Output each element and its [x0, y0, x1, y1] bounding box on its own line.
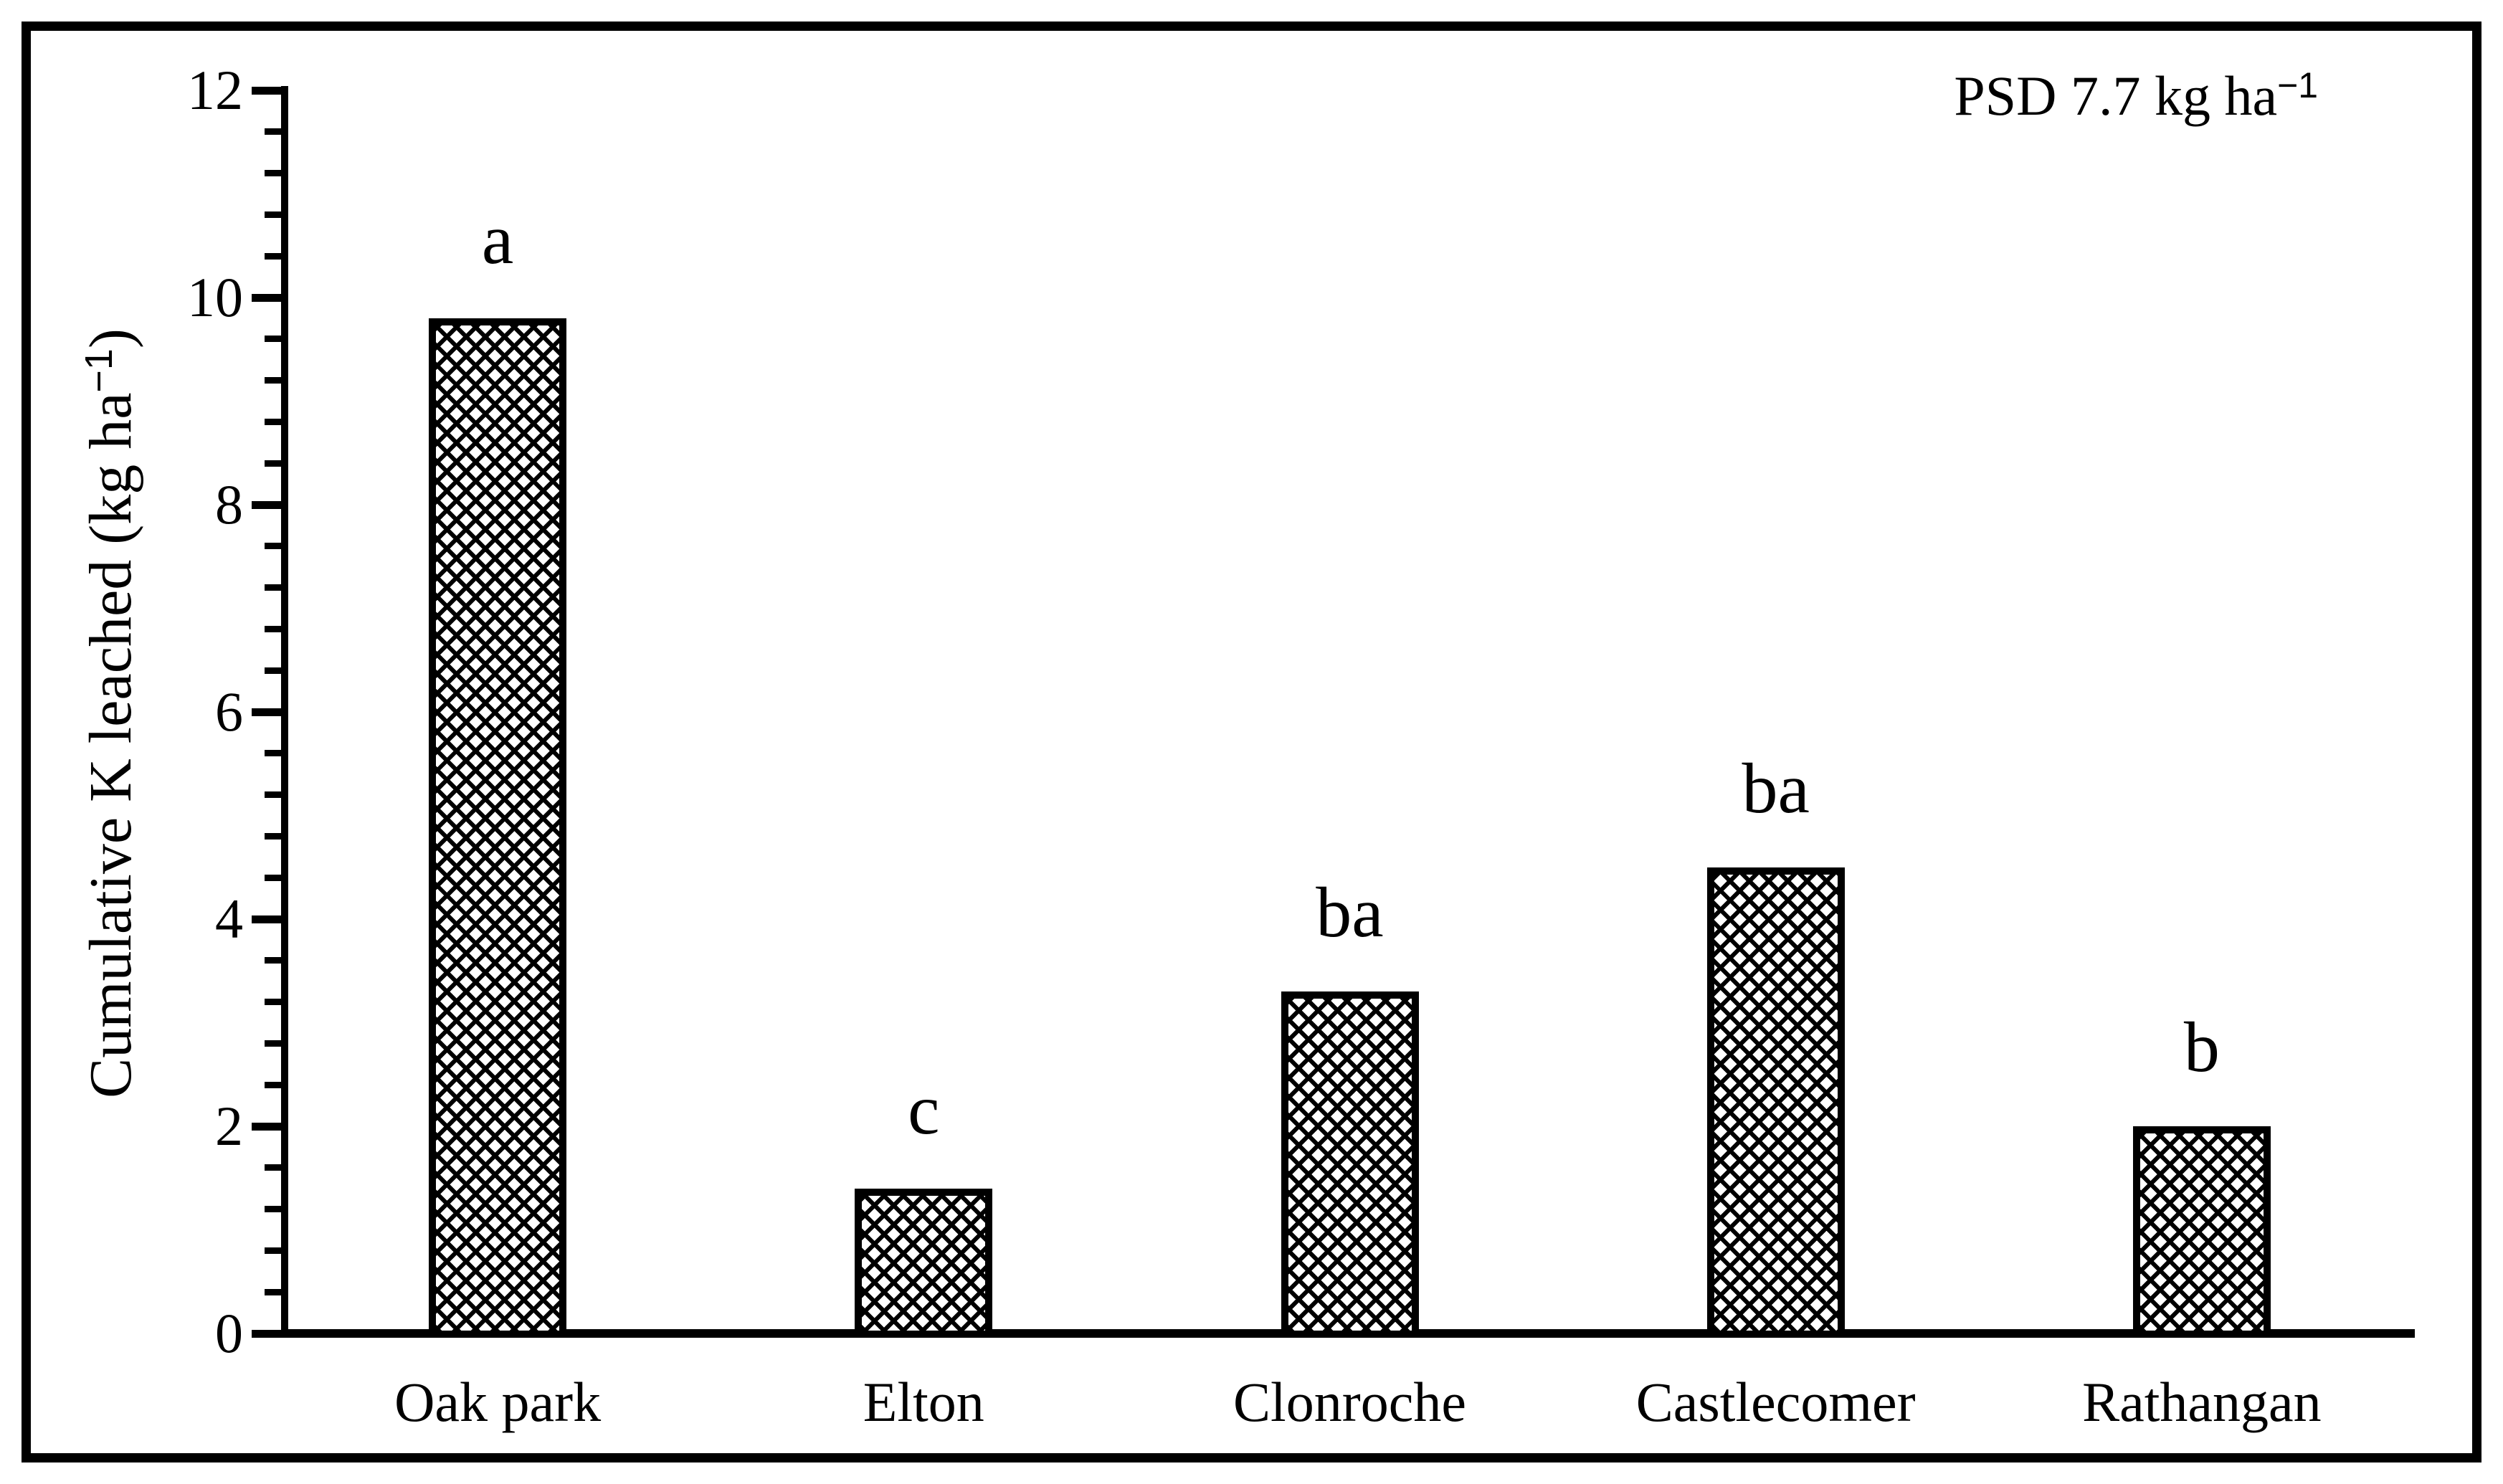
bar-clonroche [1281, 991, 1419, 1338]
y-minor-tick [265, 1081, 285, 1088]
y-tick-label: 2 [215, 1095, 243, 1157]
y-tick-label: 12 [187, 59, 243, 121]
y-minor-tick [265, 999, 285, 1006]
y-minor-tick [265, 211, 285, 218]
bar-oak-park [429, 318, 567, 1338]
psd-annotation: PSD 7.7 kg ha−1 [1954, 63, 2318, 135]
y-tick-label: 4 [215, 888, 243, 950]
y-minor-tick [265, 377, 285, 384]
significance-letter: ba [1742, 748, 1810, 828]
y-tick-label: 8 [215, 473, 243, 536]
x-category-label: Elton [863, 1371, 984, 1433]
y-major-tick [252, 86, 285, 95]
significance-letter: c [908, 1069, 940, 1149]
x-category-label: Castlecomer [1635, 1371, 1916, 1433]
figure-frame [22, 22, 2481, 1462]
y-major-tick [252, 915, 285, 923]
y-minor-tick [265, 625, 285, 632]
y-minor-tick [265, 418, 285, 425]
significance-letter: a [481, 199, 514, 279]
y-minor-tick [265, 791, 285, 799]
y-minor-tick [265, 128, 285, 135]
y-major-tick [252, 293, 285, 302]
y-axis-line [281, 86, 288, 1338]
y-major-tick [252, 1329, 285, 1338]
y-minor-tick [265, 543, 285, 550]
x-category-label: Oak park [394, 1371, 602, 1433]
y-minor-tick [265, 1164, 285, 1171]
y-minor-tick [265, 1040, 285, 1047]
y-major-tick [252, 708, 285, 716]
y-minor-tick [265, 667, 285, 674]
y-axis-title-superscript: −1 [77, 348, 121, 393]
y-minor-tick [265, 750, 285, 757]
y-axis-title-suffix: ) [77, 328, 144, 349]
y-tick-label: 10 [187, 266, 243, 328]
psd-annotation-text: PSD 7.7 kg ha [1954, 65, 2278, 127]
y-major-tick [252, 500, 285, 509]
y-minor-tick [265, 170, 285, 177]
y-minor-tick [265, 1247, 285, 1254]
y-minor-tick [265, 336, 285, 343]
y-major-tick [252, 1122, 285, 1131]
x-category-label: Rathangan [2082, 1371, 2322, 1433]
y-minor-tick [265, 252, 285, 260]
significance-letter: b [2183, 1007, 2220, 1087]
bar-elton [855, 1188, 993, 1338]
x-category-label: Clonroche [1233, 1371, 1466, 1433]
bar-castlecomer [1706, 867, 1845, 1338]
y-minor-tick [265, 957, 285, 964]
y-minor-tick [265, 1206, 285, 1213]
bar-rathangan [2132, 1126, 2271, 1338]
y-minor-tick [265, 584, 285, 591]
y-tick-label: 0 [215, 1302, 243, 1364]
significance-letter: ba [1316, 872, 1384, 953]
y-minor-tick [265, 460, 285, 467]
y-tick-label: 6 [215, 680, 243, 743]
y-minor-tick [265, 874, 285, 881]
y-minor-tick [265, 1288, 285, 1295]
y-minor-tick [265, 832, 285, 839]
psd-annotation-superscript: −1 [2277, 65, 2318, 106]
